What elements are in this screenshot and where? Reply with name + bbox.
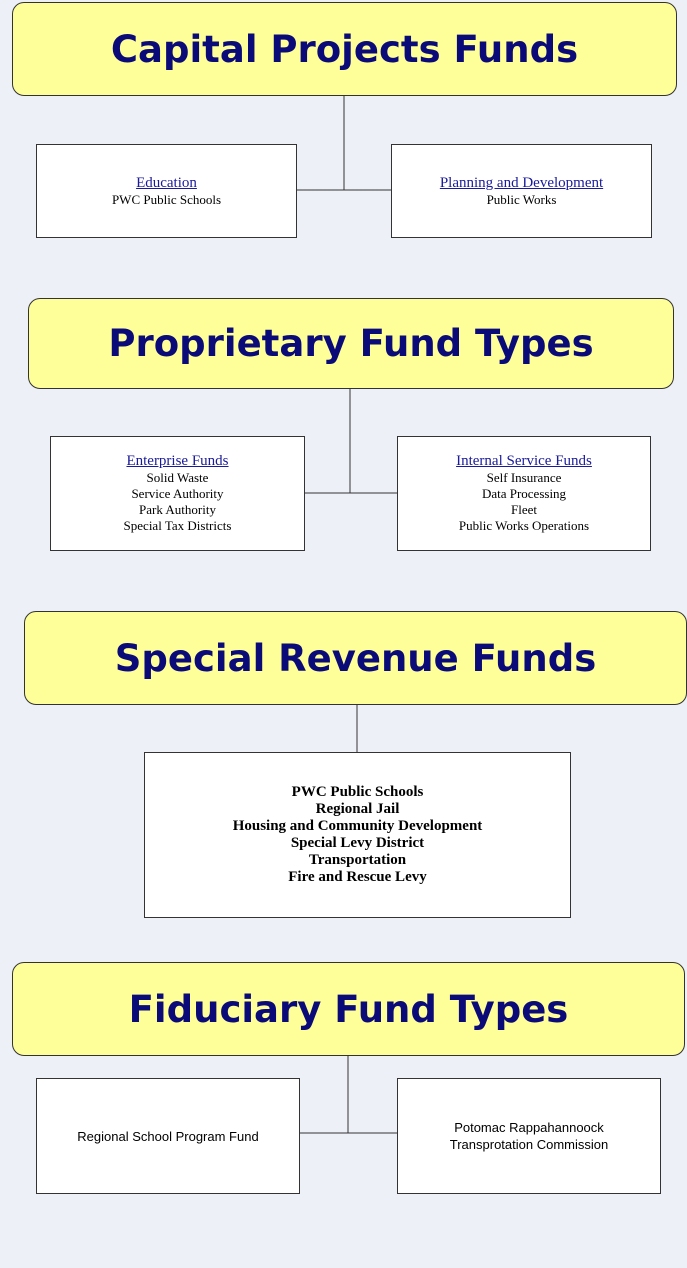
fund-item: Service Authority: [131, 486, 224, 501]
fund-item: Self Insurance: [486, 470, 562, 485]
section-header: Fiduciary Fund Types: [12, 962, 685, 1056]
fund-item: Solid Waste: [146, 470, 209, 485]
fund-item: Regional Jail: [315, 801, 400, 817]
fund-item: Park Authority: [139, 502, 216, 517]
fund-item: Data Processing: [481, 486, 567, 501]
fund-item: Public Works: [486, 191, 557, 207]
fund-item: PWC Public Schools: [291, 784, 424, 800]
fund-item: Transprotation Commission: [449, 1137, 609, 1152]
fund-link[interactable]: Internal Service Funds: [456, 453, 592, 469]
fund-item: Transportation: [308, 852, 407, 868]
fund-box: Regional School Program Fund: [36, 1078, 300, 1194]
fund-link[interactable]: Education: [136, 174, 197, 191]
fund-item: Special Tax Districts: [123, 518, 232, 533]
fund-item: PWC Public Schools: [111, 191, 222, 207]
fund-item: Public Works Operations: [458, 518, 590, 533]
fund-box: Internal Service Funds Self Insurance Data…: [397, 436, 651, 551]
fund-box: Education PWC Public Schools: [36, 144, 297, 238]
fund-link[interactable]: Planning and Development: [439, 174, 604, 191]
section-header: Capital Projects Funds: [12, 2, 677, 96]
section-header: Proprietary Fund Types: [28, 298, 674, 389]
fund-item: Potomac Rappahannoock: [454, 1120, 604, 1135]
fund-box: Enterprise Funds Solid Waste Service Autho…: [50, 436, 305, 551]
fund-box: Planning and Development Public Works: [391, 144, 652, 238]
fund-item: Fleet: [511, 502, 537, 517]
fund-box: Potomac Rappahannoock Transprotation Comm…: [397, 1078, 661, 1194]
fund-item: Housing and Community Development: [232, 818, 483, 834]
fund-item: Regional School Program Fund: [77, 1128, 259, 1144]
section-header: Special Revenue Funds: [24, 611, 687, 705]
fund-link[interactable]: Enterprise Funds: [126, 453, 229, 469]
fund-item: Fire and Rescue Levy: [288, 869, 427, 885]
fund-box: PWC Public Schools Regional Jail Housing a…: [144, 752, 571, 918]
fund-item: Special Levy District: [290, 835, 425, 851]
